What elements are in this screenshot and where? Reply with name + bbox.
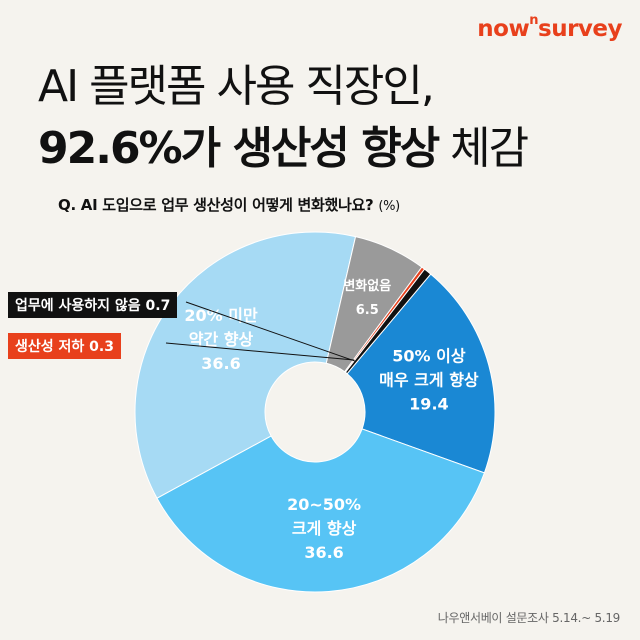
callout-decrease: 생산성 저하 0.3 — [8, 333, 121, 359]
donut-slice-5 — [344, 268, 432, 375]
slice-label-3-1: 6.5 — [356, 303, 379, 318]
slice-label-2-0: 20% 미만 — [184, 306, 258, 325]
logo-suffix: survey — [538, 16, 623, 42]
slice-label-0-2: 19.4 — [409, 395, 448, 414]
slice-label-2-2: 36.6 — [201, 354, 240, 373]
logo-sup: n — [529, 13, 538, 29]
question-unit: (%) — [378, 199, 400, 214]
question-text-bold: 업무 생산성 — [161, 196, 234, 214]
slice-label-3-0: 변화없음 — [343, 278, 391, 294]
slice-label-1-1: 크게 향상 — [292, 519, 357, 538]
title-line-1: AI 플랫폼 사용 직장인, — [38, 61, 435, 112]
donut-slice-1 — [156, 428, 486, 593]
logo-prefix: now — [477, 16, 530, 42]
page-title: AI 플랫폼 사용 직장인, 92.6%가 생산성 향상 체감 — [38, 56, 529, 180]
title-line-2: 92.6%가 생산성 향상 체감 — [38, 118, 529, 180]
footer-source: 나우앤서베이 설문조사 5.14.~ 5.19 — [437, 611, 621, 625]
slice-label-0-1: 매우 크게 향상 — [379, 371, 479, 390]
donut-slice-2 — [134, 231, 357, 499]
slice-label-1-0: 20~50% — [287, 495, 361, 514]
slice-label-2-1: 약간 향상 — [189, 330, 254, 349]
question-text-2: 이 어떻게 변화했나요? — [233, 196, 374, 214]
question-text-1: Q. AI 도입으로 — [58, 196, 162, 214]
leader-line-0 — [185, 301, 356, 362]
callout-no-use: 업무에 사용하지 않음 0.7 — [8, 292, 178, 318]
title-stat: 92.6%가 — [38, 123, 233, 174]
slice-label-1-2: 36.6 — [304, 543, 343, 562]
donut-slice-0 — [346, 273, 496, 474]
title-suffix: 체감 — [438, 123, 529, 174]
survey-question: Q. AI 도입으로 업무 생산성이 어떻게 변화했나요? (%) — [58, 194, 400, 215]
slice-label-0-0: 50% 이상 — [392, 347, 466, 366]
title-highlight: 생산성 향상 — [232, 123, 440, 174]
brand-logo: nownsurvey — [477, 13, 623, 42]
leader-line-1 — [165, 342, 355, 361]
